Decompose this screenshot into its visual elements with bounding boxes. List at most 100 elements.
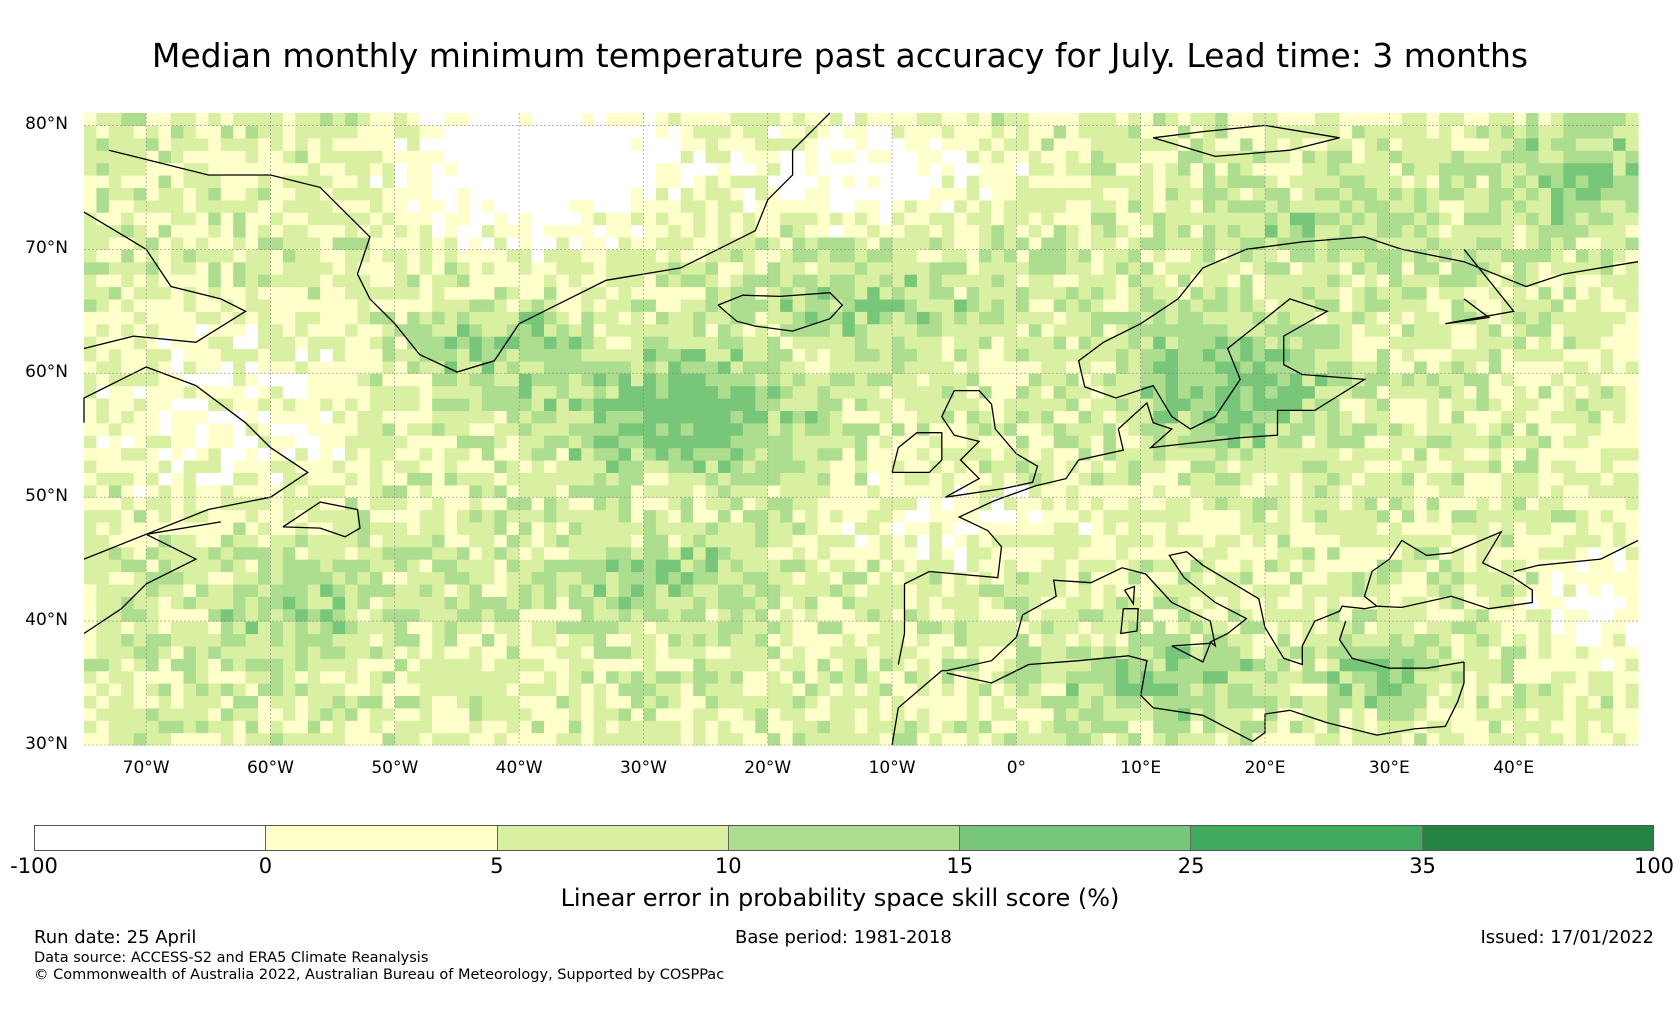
heatmap-cell xyxy=(1140,187,1154,201)
heatmap-cell xyxy=(1202,410,1216,424)
heatmap-cell xyxy=(755,249,769,263)
heatmap-cell xyxy=(133,187,147,201)
heatmap-cell xyxy=(544,348,557,362)
heatmap-cell xyxy=(755,298,769,312)
heatmap-cell xyxy=(854,695,868,709)
heatmap-cell xyxy=(282,187,296,201)
heatmap-cell xyxy=(867,348,881,362)
heatmap-cell xyxy=(295,422,309,436)
heatmap-cell xyxy=(183,113,197,126)
heatmap-cell xyxy=(767,683,781,696)
heatmap-cell xyxy=(631,212,644,226)
heatmap-cell xyxy=(1277,732,1291,746)
heatmap-cell xyxy=(742,633,756,647)
heatmap-cell xyxy=(954,398,968,411)
heatmap-cell xyxy=(730,422,744,436)
heatmap-cell xyxy=(780,286,794,300)
heatmap-cell xyxy=(481,373,495,387)
heatmap-cell xyxy=(1053,621,1067,635)
heatmap-cell xyxy=(680,236,694,250)
heatmap-cell xyxy=(755,199,769,213)
heatmap-cell xyxy=(494,125,508,139)
heatmap-cell xyxy=(631,732,644,746)
heatmap-cell xyxy=(829,125,843,139)
heatmap-cell xyxy=(693,236,707,250)
heatmap-cell xyxy=(867,125,881,139)
heatmap-cell xyxy=(1053,509,1067,523)
heatmap-cell xyxy=(369,323,383,337)
heatmap-cell xyxy=(295,175,309,188)
heatmap-cell xyxy=(1028,360,1042,374)
heatmap-cell xyxy=(581,509,595,523)
heatmap-cell xyxy=(481,621,495,635)
heatmap-cell xyxy=(1091,236,1104,250)
heatmap-cell xyxy=(320,559,334,573)
heatmap-cell xyxy=(1153,621,1167,635)
heatmap-cell xyxy=(183,695,197,709)
heatmap-cell xyxy=(631,596,644,610)
heatmap-cell xyxy=(320,212,334,226)
heatmap-cell xyxy=(1016,435,1030,449)
heatmap-cell xyxy=(1028,633,1042,647)
heatmap-cell xyxy=(171,224,184,238)
heatmap-cell xyxy=(282,410,296,424)
heatmap-cell xyxy=(357,732,371,746)
heatmap-cell xyxy=(432,175,446,188)
heatmap-cell xyxy=(1289,410,1303,424)
heatmap-cell xyxy=(146,707,160,721)
heatmap-cell xyxy=(1289,261,1303,275)
heatmap-cell xyxy=(705,249,719,263)
heatmap-cell xyxy=(233,150,247,164)
heatmap-cell xyxy=(320,460,334,473)
heatmap-cell xyxy=(1153,336,1167,350)
heatmap-cell xyxy=(245,509,259,523)
heatmap-cell xyxy=(879,571,893,585)
heatmap-cell xyxy=(1091,199,1104,213)
heatmap-cell xyxy=(668,534,682,548)
heatmap-cell xyxy=(295,658,309,672)
heatmap-cell xyxy=(631,137,644,151)
heatmap-cell xyxy=(531,212,545,226)
heatmap-cell xyxy=(1115,162,1129,176)
heatmap-cell xyxy=(904,484,918,498)
heatmap-cell xyxy=(382,633,396,647)
heatmap-cell xyxy=(742,460,756,473)
heatmap-cell xyxy=(544,683,557,696)
heatmap-cell xyxy=(705,311,719,325)
heatmap-cell xyxy=(457,521,470,535)
heatmap-cell xyxy=(1128,373,1142,387)
heatmap-cell xyxy=(854,385,868,399)
heatmap-cell xyxy=(792,125,806,139)
heatmap-cell xyxy=(966,199,980,213)
heatmap-cell xyxy=(419,212,433,226)
heatmap-cell xyxy=(382,336,396,350)
heatmap-cell xyxy=(655,298,669,312)
heatmap-cell xyxy=(1115,683,1129,696)
heatmap-cell xyxy=(730,311,744,325)
heatmap-cell xyxy=(593,398,607,411)
heatmap-cell xyxy=(419,695,433,709)
heatmap-cell xyxy=(220,274,234,288)
heatmap-cell xyxy=(593,286,607,300)
heatmap-cell xyxy=(954,720,968,734)
heatmap-cell xyxy=(332,447,346,461)
heatmap-cell xyxy=(84,113,97,126)
heatmap-cell xyxy=(879,720,893,734)
heatmap-cell xyxy=(916,236,930,250)
heatmap-cell xyxy=(556,497,570,511)
heatmap-cell xyxy=(531,707,545,721)
heatmap-cell xyxy=(382,261,396,275)
heatmap-cell xyxy=(1140,125,1154,139)
heatmap-cell xyxy=(581,113,595,126)
heatmap-cell xyxy=(879,732,893,746)
heatmap-cell xyxy=(469,472,483,486)
heatmap-cell xyxy=(568,236,582,250)
heatmap-cell xyxy=(258,546,271,560)
heatmap-cell xyxy=(270,286,284,300)
heatmap-cell xyxy=(780,460,794,473)
heatmap-cell xyxy=(208,373,222,387)
heatmap-cell xyxy=(668,583,682,597)
heatmap-cell xyxy=(705,484,719,498)
heatmap-cell xyxy=(1202,546,1216,560)
heatmap-cell xyxy=(494,683,508,696)
